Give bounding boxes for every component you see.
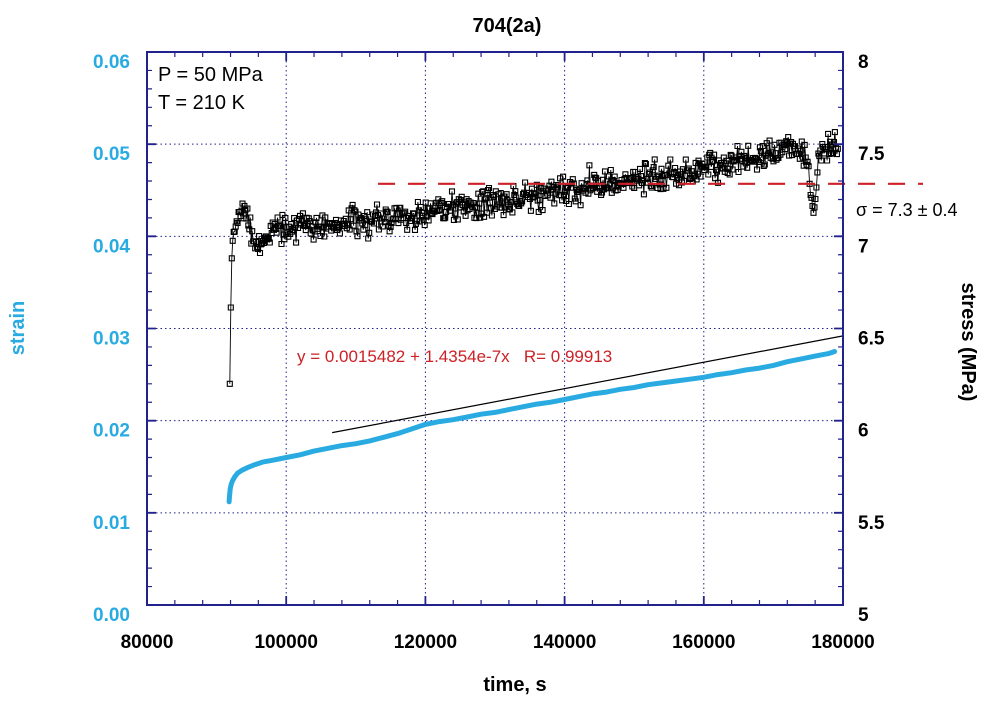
right-axis-tick-label: 7.5 [858, 144, 885, 165]
x-axis-title: time, s [483, 674, 546, 696]
x-axis-tick-label: 180000 [811, 632, 874, 653]
minor-tick-marks [147, 52, 843, 605]
sigma-value-label: σ = 7.3 ± 0.4 [856, 200, 958, 220]
left-axis-title: strain [7, 301, 29, 355]
right-axis-tick-label: 5.5 [858, 513, 885, 534]
temperature-condition-label: T = 210 K [158, 92, 246, 114]
right-axis-tick-label: 6.5 [858, 329, 885, 350]
axes-layer [146, 51, 844, 606]
fit-equation-label: y = 0.0015482 + 1.4354e-7x R= 0.99913 [297, 347, 612, 366]
gridlines-layer [147, 52, 843, 605]
x-axis-tick-label: 120000 [394, 632, 457, 653]
right-axis-tick-label: 7 [858, 236, 869, 257]
left-axis-tick-label: 0.04 [93, 236, 130, 257]
stress-scatter-markers [226, 129, 841, 387]
x-axis-tick-label: 140000 [533, 632, 596, 653]
left-axis-tick-label: 0.00 [93, 605, 130, 626]
chart-title: 704(2a) [473, 15, 542, 37]
left-axis-tick-label: 0.01 [93, 513, 130, 534]
left-axis-tick-label: 0.06 [93, 52, 130, 73]
left-axis-tick-label: 0.03 [93, 329, 130, 350]
x-axis-tick-label: 80000 [121, 632, 174, 653]
right-axis-tick-label: 8 [858, 52, 869, 73]
right-axis-tick-label: 6 [858, 421, 869, 442]
left-axis-tick-label: 0.05 [93, 144, 130, 165]
right-axis-tick-label: 5 [858, 605, 869, 626]
data-layer [226, 129, 923, 505]
pressure-condition-label: P = 50 MPa [158, 64, 264, 86]
strain-fit-line [332, 335, 844, 434]
right-axis-title: stress (MPa) [957, 283, 979, 402]
plot-frame [146, 51, 844, 606]
x-axis-tick-label: 100000 [254, 632, 317, 653]
tick-labels-layer: 80000 100000 120000 140000 160000 180000 0.00 0… [93, 52, 885, 653]
left-axis-tick-label: 0.02 [93, 421, 130, 442]
x-axis-tick-label: 160000 [672, 632, 735, 653]
strain-curve [226, 349, 838, 505]
